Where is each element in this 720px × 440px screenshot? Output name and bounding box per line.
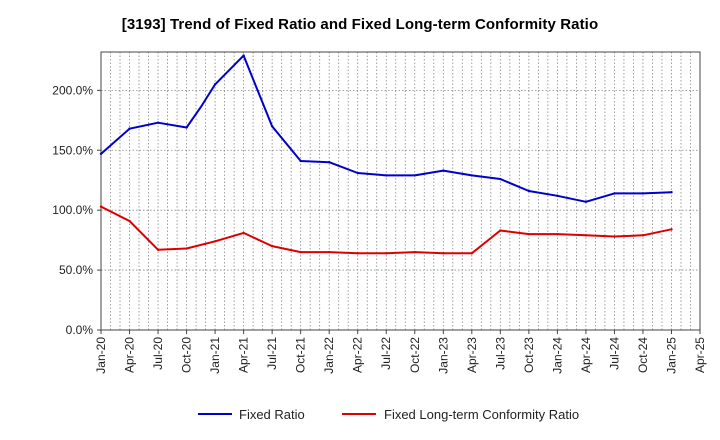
x-tick-label: Apr-21 <box>237 337 251 373</box>
data-point <box>99 205 103 208</box>
legend: Fixed Ratio Fixed Long-term Conformity Ra… <box>198 407 579 422</box>
data-point <box>327 250 331 254</box>
data-point <box>527 232 531 236</box>
chart-title: [3193] Trend of Fixed Ratio and Fixed Lo… <box>121 16 599 33</box>
x-tick-label: Apr-23 <box>465 337 479 373</box>
x-tick-label: Oct-21 <box>294 337 308 373</box>
data-point <box>213 83 217 86</box>
x-tick-label: Apr-22 <box>351 337 365 373</box>
x-tick-label: Apr-20 <box>123 337 137 373</box>
x-tick-label: Oct-23 <box>522 337 536 373</box>
data-point <box>185 247 188 250</box>
x-tick-label: Jul-24 <box>607 337 621 370</box>
data-point <box>556 232 559 236</box>
x-tick-label: Apr-25 <box>693 337 707 373</box>
x-tick-label: Jan-23 <box>436 337 450 374</box>
x-tick-label: Jan-20 <box>94 337 108 374</box>
data-point <box>641 192 645 195</box>
data-point <box>499 177 502 181</box>
data-point <box>670 228 673 231</box>
data-point <box>213 240 217 243</box>
data-point <box>413 250 416 254</box>
x-tick-label: Oct-24 <box>636 337 650 373</box>
data-point <box>584 234 588 237</box>
data-point <box>327 161 331 164</box>
legend-label: Fixed Long-term Conformity Ratio <box>384 407 579 422</box>
data-point <box>242 54 245 57</box>
series-line-fixed-ratio <box>100 54 672 203</box>
data-point <box>385 252 388 255</box>
x-tick-label: Oct-20 <box>180 337 194 373</box>
data-point <box>156 121 160 124</box>
grid-lines <box>101 52 700 330</box>
x-tick-label: Oct-22 <box>408 337 422 373</box>
x-tick-label: Jul-22 <box>379 337 393 370</box>
axes <box>97 51 701 334</box>
data-point <box>442 169 445 172</box>
data-point <box>270 125 274 128</box>
y-tick-label: 50.0% <box>59 263 93 277</box>
data-point <box>641 234 645 237</box>
data-point <box>185 126 188 129</box>
plot-frame <box>100 51 701 331</box>
data-point <box>527 189 531 193</box>
y-tick-label: 150.0% <box>52 143 93 157</box>
data-point <box>556 194 559 197</box>
data-point <box>442 252 445 255</box>
data-point <box>299 250 302 254</box>
data-point <box>99 152 103 156</box>
data-point <box>413 174 416 177</box>
data-point <box>156 248 160 251</box>
data-point <box>613 192 616 195</box>
data-point <box>242 231 245 235</box>
legend-label: Fixed Ratio <box>239 407 305 422</box>
data-point <box>613 235 616 238</box>
data-point <box>470 252 474 255</box>
data-point <box>670 190 673 194</box>
x-tick-label: Jan-22 <box>322 337 336 374</box>
data-point <box>128 127 131 130</box>
data-point <box>584 200 588 203</box>
x-tick-label: Jan-25 <box>664 337 678 374</box>
series-lines <box>99 54 673 255</box>
x-tick-label: Jul-20 <box>151 337 165 370</box>
data-point <box>356 171 359 175</box>
x-tick-label: Jul-21 <box>265 337 279 370</box>
data-point <box>356 252 359 255</box>
y-tick-label: 200.0% <box>52 83 93 97</box>
tick-labels: 0.0% 50.0% 100.0% 150.0% 200.0% Jan-20 Apr-20 J… <box>52 83 707 373</box>
x-tick-label: Apr-24 <box>579 337 593 373</box>
data-point <box>385 174 388 177</box>
data-point <box>299 159 302 163</box>
data-point <box>470 174 474 177</box>
x-tick-label: Jan-24 <box>550 337 564 374</box>
x-tick-label: Jul-23 <box>493 337 507 370</box>
y-tick-label: 100.0% <box>52 203 93 217</box>
data-point <box>128 219 131 223</box>
x-tick-label: Jan-21 <box>208 337 222 374</box>
data-point <box>499 229 502 232</box>
y-tick-label: 0.0% <box>66 323 94 337</box>
data-point <box>270 244 274 248</box>
